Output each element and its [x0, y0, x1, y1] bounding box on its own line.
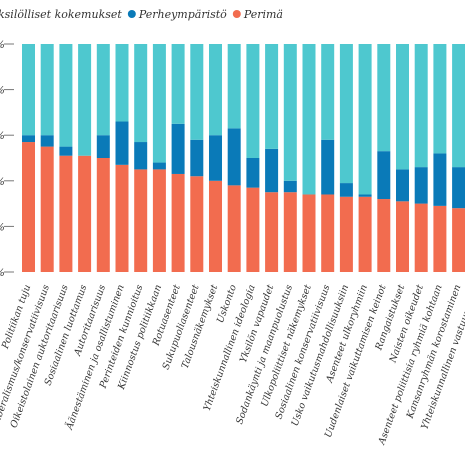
bar-segment-yksilölliset-kokemukset-17 — [339, 44, 353, 184]
bar-segment-perheympäristö-2 — [59, 146, 73, 156]
bar-segment-perimä-19 — [377, 199, 391, 272]
legend-label-0: ksilölliset kokemukset — [0, 8, 122, 21]
bar-segment-perimä-15 — [302, 194, 316, 272]
bar-segment-yksilölliset-kokemukset-22 — [433, 44, 447, 154]
bar-segment-yksilölliset-kokemukset-2 — [59, 44, 73, 147]
bar-segment-perimä-21 — [414, 203, 428, 272]
bar-segment-perheympäristö-19 — [377, 151, 391, 200]
bar-segment-perheympäristö-4 — [96, 135, 110, 158]
bar-segment-yksilölliset-kokemukset-5 — [115, 44, 129, 122]
y-tick-label-1: % — [0, 222, 5, 233]
bar-segment-perimä-1 — [40, 146, 54, 272]
bar-segment-perimä-18 — [358, 196, 372, 272]
bar-segment-yksilölliset-kokemukset-23 — [452, 44, 465, 168]
bar-segment-perheympäristö-11 — [227, 128, 241, 186]
bar-segment-yksilölliset-kokemukset-15 — [302, 44, 316, 195]
x-axis-labels: Politiikan tujuLiberalismus/konservatiiv… — [0, 283, 465, 447]
legend-label-1: Perheympäristö — [138, 8, 227, 21]
bar-segment-yksilölliset-kokemukset-1 — [40, 44, 54, 136]
bar-segment-perheympäristö-16 — [321, 139, 335, 195]
bars — [22, 44, 465, 272]
bar-segment-perimä-20 — [396, 201, 409, 272]
bar-segment-yksilölliset-kokemukset-9 — [190, 44, 204, 140]
bar-segment-perheympäristö-18 — [358, 194, 372, 197]
bar-segment-yksilölliset-kokemukset-16 — [321, 44, 335, 140]
bar-segment-perimä-12 — [246, 187, 260, 272]
bar-segment-perimä-13 — [265, 192, 279, 272]
bar-segment-yksilölliset-kokemukset-12 — [246, 44, 260, 158]
y-tick-label-5: % — [0, 40, 5, 51]
y-axis: %%%%%% — [0, 40, 14, 279]
bar-segment-perimä-23 — [452, 208, 465, 272]
bar-segment-perheympäristö-13 — [265, 148, 279, 193]
bar-segment-perimä-11 — [227, 185, 241, 272]
bar-segment-perheympäristö-8 — [171, 123, 185, 174]
bar-segment-perimä-10 — [209, 180, 222, 272]
bar-segment-perheympäristö-6 — [134, 142, 148, 170]
bar-segment-yksilölliset-kokemukset-11 — [227, 44, 241, 129]
bar-segment-perheympäristö-17 — [339, 183, 353, 197]
bar-segment-perheympäristö-12 — [246, 158, 260, 188]
bar-segment-perheympäristö-7 — [152, 162, 166, 170]
bar-segment-perimä-3 — [78, 155, 92, 272]
bar-segment-perimä-8 — [171, 173, 185, 272]
bar-segment-perimä-17 — [339, 196, 353, 272]
bar-segment-perimä-14 — [283, 192, 297, 272]
bar-segment-perimä-4 — [96, 158, 110, 272]
bar-segment-yksilölliset-kokemukset-19 — [377, 44, 391, 152]
bar-segment-perheympäristö-9 — [190, 139, 204, 177]
bar-segment-perheympäristö-21 — [414, 167, 428, 204]
legend: ksilölliset kokemukset Perheympäristö Peri… — [0, 8, 283, 21]
bar-segment-perheympäristö-1 — [40, 135, 54, 147]
bar-segment-perheympäristö-23 — [452, 167, 465, 209]
y-tick-label-0: % — [0, 268, 5, 279]
y-tick-label-4: % — [0, 86, 5, 97]
bar-segment-yksilölliset-kokemukset-3 — [78, 44, 92, 156]
bar-segment-yksilölliset-kokemukset-6 — [134, 44, 148, 143]
bar-segment-perimä-7 — [152, 169, 166, 272]
y-tick-label-2: % — [0, 177, 5, 188]
bar-segment-yksilölliset-kokemukset-14 — [283, 44, 297, 181]
bar-segment-perimä-9 — [190, 176, 204, 272]
legend-marker-1 — [127, 10, 136, 18]
bar-segment-yksilölliset-kokemukset-21 — [414, 44, 428, 168]
bar-segment-perimä-16 — [321, 194, 335, 272]
bar-segment-perimä-6 — [134, 169, 148, 272]
bar-segment-yksilölliset-kokemukset-7 — [152, 44, 166, 163]
bar-segment-perimä-22 — [433, 205, 447, 272]
bar-segment-yksilölliset-kokemukset-8 — [171, 44, 185, 124]
y-tick-label-3: % — [0, 131, 5, 142]
legend-label-2: Perimä — [243, 8, 283, 21]
legend-marker-2 — [232, 10, 241, 18]
bar-segment-perheympäristö-20 — [396, 169, 409, 202]
bar-segment-perheympäristö-10 — [209, 135, 222, 181]
bar-segment-yksilölliset-kokemukset-0 — [22, 44, 35, 136]
bar-segment-yksilölliset-kokemukset-10 — [209, 44, 222, 136]
bar-segment-perheympäristö-22 — [433, 153, 447, 206]
bar-segment-yksilölliset-kokemukset-18 — [358, 44, 372, 195]
bar-segment-yksilölliset-kokemukset-4 — [96, 44, 110, 136]
bar-segment-yksilölliset-kokemukset-20 — [396, 44, 409, 170]
bar-segment-perimä-0 — [22, 142, 35, 272]
bar-segment-perimä-2 — [59, 155, 73, 272]
bar-segment-yksilölliset-kokemukset-13 — [265, 44, 279, 149]
bar-segment-perimä-5 — [115, 164, 129, 272]
bar-segment-perheympäristö-5 — [115, 121, 129, 165]
bar-segment-perheympäristö-0 — [22, 135, 35, 143]
bar-segment-perheympäristö-14 — [283, 180, 297, 193]
